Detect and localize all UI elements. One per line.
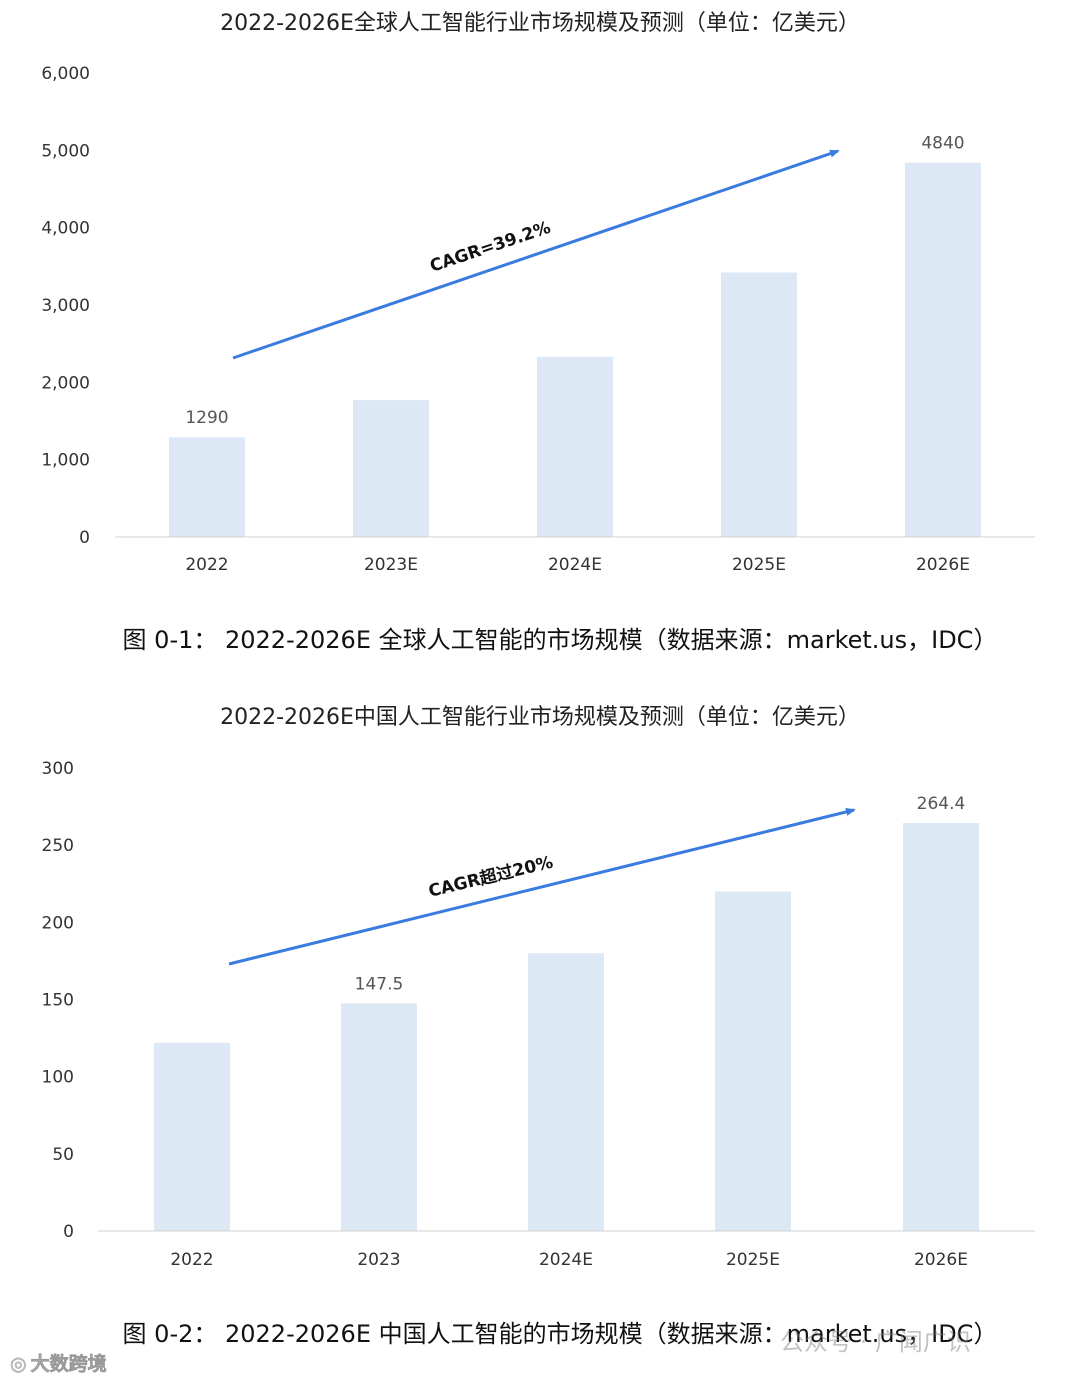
data-label: 147.5 [355, 974, 404, 994]
bar [169, 437, 245, 537]
cagr-annotation: CAGR超过20% [426, 852, 555, 902]
bar [154, 1042, 230, 1231]
bar [903, 822, 979, 1231]
chart-global-ai-market: 2022-2026E全球人工智能行业市场规模及预测（单位：亿美元） 0 1,000 2… [41, 11, 1035, 654]
watermark-left: ◎ 大数跨境 [10, 1349, 107, 1376]
y-tick-label: 1,000 [41, 451, 90, 471]
bar [715, 891, 791, 1231]
y-tick-label: 5,000 [41, 141, 90, 161]
y-tick-label: 4,000 [41, 219, 90, 239]
data-label: 264.4 [917, 794, 966, 814]
y-tick-label: 0 [79, 528, 90, 548]
x-category-label: 2025E [726, 1250, 780, 1270]
x-category-label: 2026E [914, 1250, 968, 1270]
figure-caption: 图 0-1： 2022-2026E 全球人工智能的市场规模（数据来源：marke… [123, 626, 998, 654]
bar [353, 400, 429, 537]
x-category-label: 2022 [185, 555, 228, 575]
bar [905, 162, 981, 537]
bar [537, 356, 613, 537]
chart-china-ai-market: 2022-2026E中国人工智能行业市场规模及预测（单位：亿美元） 0 50 100 1… [42, 705, 1035, 1348]
bar [721, 272, 797, 537]
y-tick-label: 0 [63, 1222, 74, 1242]
y-tick-label: 6,000 [41, 64, 90, 84]
data-label: 1290 [185, 408, 228, 428]
y-tick-label: 2,000 [41, 373, 90, 393]
y-tick-label: 3,000 [41, 296, 90, 316]
cagr-trend-arrow [228, 808, 856, 966]
watermark-right: 公众号 · 广闻广识 [780, 1322, 971, 1357]
bar [341, 1003, 417, 1231]
watermark-left-text: 大数跨境 [30, 1353, 107, 1376]
y-tick-label: 100 [42, 1068, 74, 1088]
watermark-logo-icon: ◎ [10, 1353, 27, 1376]
chart-panel-global: 2022-2026E全球人工智能行业市场规模及预测（单位：亿美元） 0 1,000 2… [0, 0, 1080, 680]
cagr-annotation: CAGR=39.2% [428, 218, 554, 277]
y-tick-label: 200 [42, 913, 74, 933]
bar [528, 953, 604, 1231]
y-tick-label: 150 [42, 991, 74, 1011]
x-category-label: 2022 [170, 1250, 213, 1270]
x-category-label: 2023 [357, 1250, 400, 1270]
figure-caption: 图 0-2： 2022-2026E 中国人工智能的市场规模（数据来源：marke… [123, 1320, 998, 1348]
y-tick-label: 250 [42, 836, 74, 856]
y-tick-label: 50 [52, 1145, 74, 1165]
chart-panel-china: 2022-2026E中国人工智能行业市场规模及预测（单位：亿美元） 0 50 100 1… [0, 692, 1080, 1382]
chart-title: 2022-2026E中国人工智能行业市场规模及预测（单位：亿美元） [220, 705, 860, 730]
data-label: 4840 [921, 134, 964, 154]
x-category-label: 2025E [732, 555, 786, 575]
watermark-right-text: 公众号 · 广闻广识 [780, 1328, 971, 1356]
x-category-label: 2024E [539, 1250, 593, 1270]
x-category-label: 2024E [548, 555, 602, 575]
x-category-label: 2026E [916, 555, 970, 575]
y-tick-label: 300 [42, 759, 74, 779]
cagr-trend-arrow [232, 149, 840, 360]
x-category-label: 2023E [364, 555, 418, 575]
chart-title: 2022-2026E全球人工智能行业市场规模及预测（单位：亿美元） [220, 11, 860, 36]
